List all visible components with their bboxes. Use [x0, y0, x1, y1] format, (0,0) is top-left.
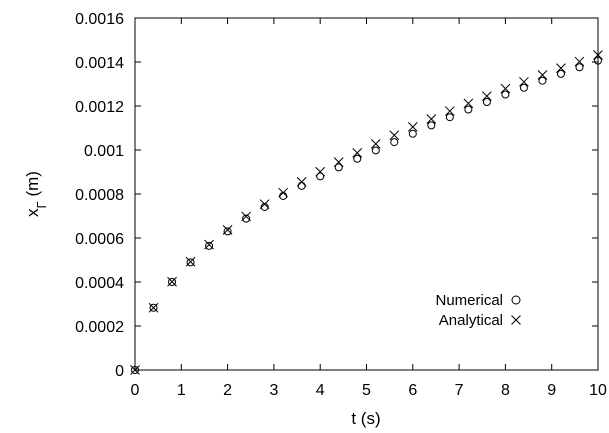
analytical-point	[222, 225, 233, 235]
legend-marker-numerical	[511, 295, 521, 305]
y-tick-label: 0.0006	[75, 231, 124, 248]
numerical-point	[334, 163, 343, 172]
data-points	[130, 50, 603, 375]
y-tick-label: 0.0012	[75, 99, 124, 116]
analytical-point	[296, 177, 307, 187]
analytical-point	[519, 76, 529, 87]
y-tick-label: 0.0014	[75, 55, 124, 72]
x-tick-label: 1	[177, 382, 186, 399]
numerical-point	[519, 83, 528, 92]
analytical-point	[241, 211, 251, 222]
x-tick-label: 8	[501, 382, 510, 399]
analytical-point	[500, 83, 511, 94]
numerical-point	[445, 113, 454, 122]
analytical-point	[463, 98, 474, 109]
numerical-point	[556, 69, 565, 78]
y-tick-label: 0.0016	[75, 11, 124, 28]
analytical-point	[574, 56, 585, 67]
x-tick-label: 7	[455, 382, 464, 399]
legend-marker-analytical	[511, 315, 521, 325]
analytical-point	[556, 63, 566, 74]
y-tick-label: 0.001	[84, 143, 124, 160]
numerical-point	[371, 146, 380, 155]
analytical-point	[352, 148, 363, 158]
analytical-point	[278, 187, 289, 198]
analytical-point	[593, 50, 603, 60]
y-tick-label: 0	[115, 363, 124, 380]
numerical-point	[538, 76, 547, 85]
numerical-point	[297, 181, 306, 190]
numerical-point	[223, 227, 232, 236]
x-tick-label: 9	[547, 382, 556, 399]
x-tick-label: 3	[269, 382, 278, 399]
analytical-point	[167, 276, 177, 287]
numerical-point	[353, 154, 362, 163]
numerical-point	[482, 98, 491, 107]
analytical-point	[482, 91, 492, 101]
analytical-point	[407, 122, 418, 132]
legend-label-numerical: Numerical	[435, 292, 503, 309]
numerical-point	[427, 121, 436, 130]
x-tick-label: 0	[131, 382, 140, 399]
numerical-point	[464, 105, 473, 114]
x-tick-label: 2	[223, 382, 232, 399]
numerical-point	[501, 90, 510, 99]
analytical-point	[204, 239, 214, 250]
analytical-point	[130, 365, 140, 375]
analytical-point	[389, 130, 400, 141]
numerical-point	[594, 56, 602, 65]
numerical-point	[205, 241, 214, 250]
analytical-point	[333, 157, 344, 167]
numerical-point	[149, 303, 158, 312]
numerical-point	[186, 258, 195, 267]
x-tick-label: 6	[408, 382, 417, 399]
numerical-point	[168, 278, 177, 286]
y-tick-label: 0.0004	[75, 275, 124, 292]
x-tick-label: 10	[589, 382, 607, 399]
axis-tick-labels: 0 1 2 3 4 5 6 7 8 9 10 0 0.0002 0.0004 0.0006 0.0008 0.0…	[75, 11, 607, 399]
numerical-point	[575, 63, 584, 72]
x-axis-label: t (s)	[351, 409, 380, 428]
analytical-point	[185, 256, 196, 267]
numerical-point	[242, 214, 251, 223]
numerical-point	[316, 172, 325, 181]
numerical-point	[390, 138, 399, 147]
legend-label-analytical: Analytical	[439, 312, 503, 329]
analytical-point	[426, 114, 437, 124]
analytical-point	[315, 166, 326, 177]
y-axis-label: xΓ (m)	[23, 171, 49, 217]
analytical-point	[259, 199, 270, 209]
x-tick-label: 4	[316, 382, 325, 399]
axis-ticks	[134, 17, 599, 371]
analytical-point	[370, 138, 381, 149]
legend: Numerical Analytical	[435, 292, 521, 329]
analytical-point	[444, 106, 455, 116]
plot-frame	[134, 17, 599, 371]
y-tick-label: 0.0008	[75, 187, 124, 204]
analytical-point	[537, 70, 548, 80]
y-tick-label: 0.0002	[75, 319, 124, 336]
numerical-point	[279, 191, 288, 200]
numerical-point	[131, 366, 139, 374]
analytical-point	[148, 302, 159, 313]
x-tick-label: 5	[362, 382, 371, 399]
numerical-point	[408, 129, 417, 138]
